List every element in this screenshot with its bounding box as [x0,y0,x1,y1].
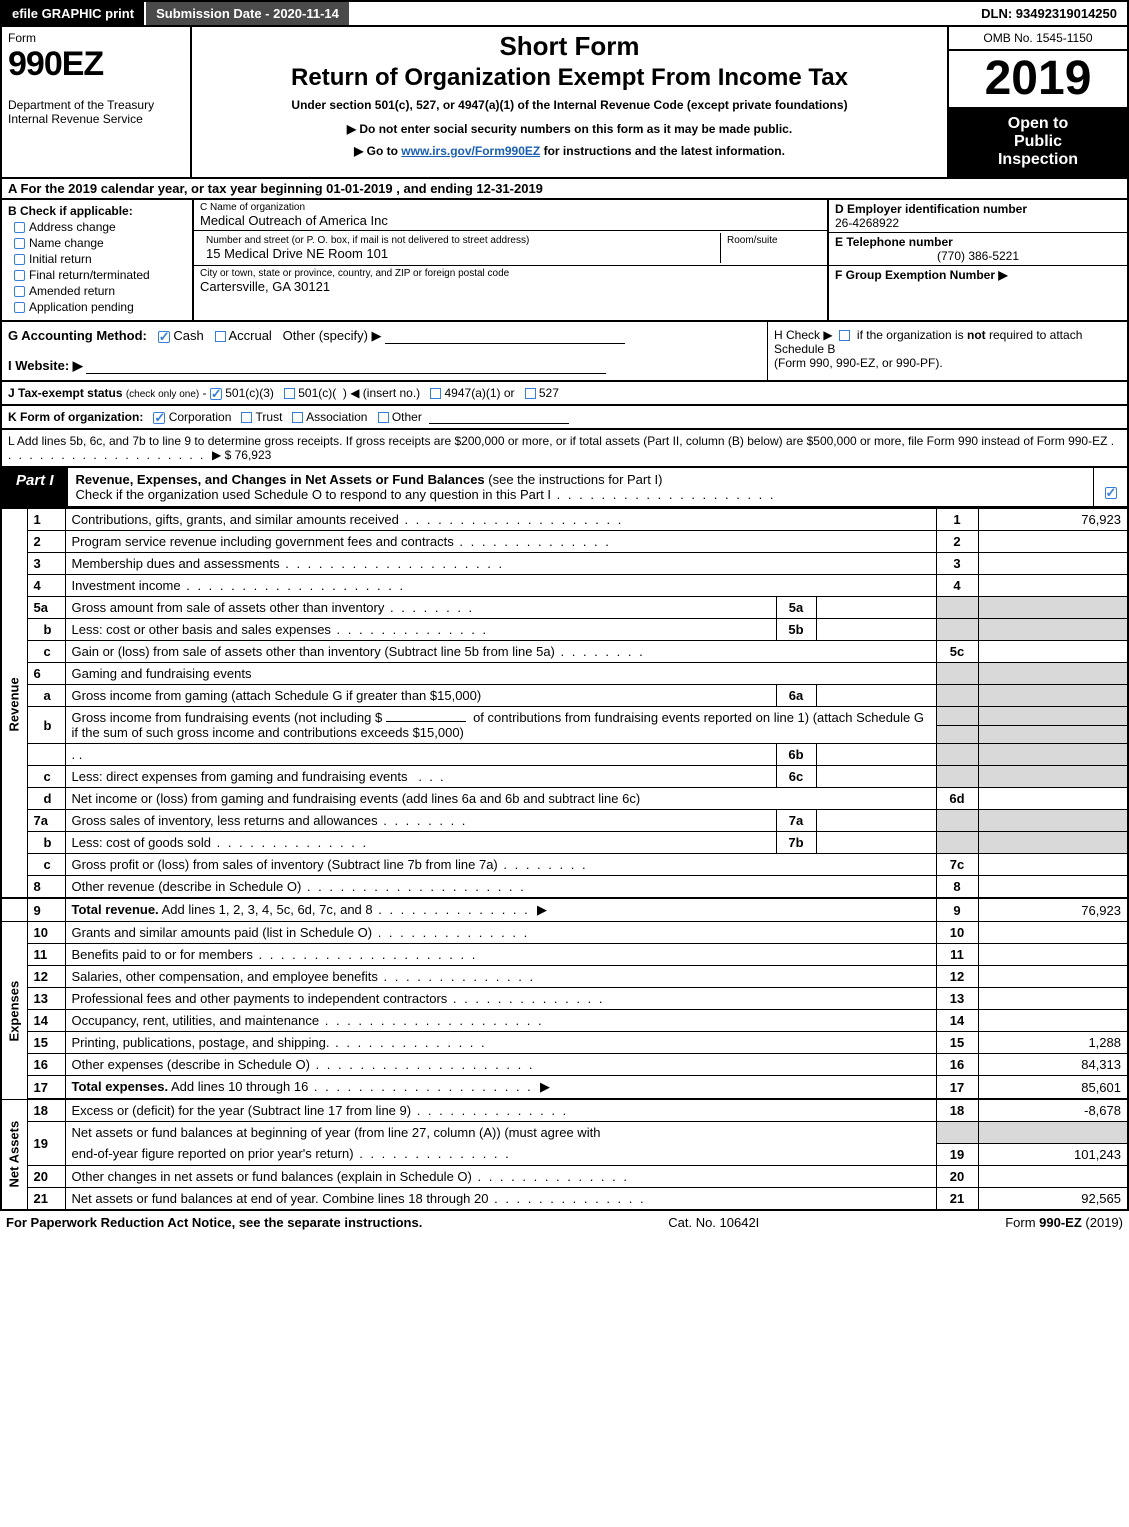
page-footer: For Paperwork Reduction Act Notice, see … [0,1211,1129,1234]
amt-line-21: 92,565 [978,1187,1128,1210]
other-specify-input[interactable] [385,330,625,344]
chk-association[interactable] [292,412,303,423]
row-l-gross-receipts: L Add lines 5b, 6c, and 7b to line 9 to … [0,430,1129,468]
chk-cash[interactable] [158,331,170,343]
under-section: Under section 501(c), 527, or 4947(a)(1)… [200,98,939,112]
chk-initial-return[interactable]: Initial return [14,252,186,266]
form-word: Form [8,31,184,45]
header-left: Form 990EZ Department of the Treasury In… [2,27,192,177]
schedule-b-check: H Check ▶ if the organization is not req… [767,322,1127,380]
col-c-org-info: C Name of organization Medical Outreach … [192,200,827,320]
no-ssn-warning: ▶ Do not enter social security numbers o… [200,122,939,136]
part-1-header: Part I Revenue, Expenses, and Changes in… [0,468,1129,508]
irs-link[interactable]: www.irs.gov/Form990EZ [401,144,540,158]
chk-527[interactable] [525,388,536,399]
ein-cell: D Employer identification number 26-4268… [829,200,1127,233]
omb-number: OMB No. 1545-1150 [949,27,1127,51]
efile-print-button[interactable]: efile GRAPHIC print [2,2,146,25]
short-form-title: Short Form [200,31,939,62]
chk-final-return[interactable]: Final return/terminated [14,268,186,282]
chk-trust[interactable] [241,412,252,423]
header-mid: Short Form Return of Organization Exempt… [192,27,947,177]
other-org-input[interactable] [429,410,569,424]
col-b-title: B Check if applicable: [8,204,186,218]
chk-accrual[interactable] [215,331,226,342]
goto-instructions: ▶ Go to www.irs.gov/Form990EZ for instru… [200,144,939,158]
amt-line-15: 1,288 [978,1032,1128,1054]
chk-name-change[interactable]: Name change [14,236,186,250]
paperwork-notice: For Paperwork Reduction Act Notice, see … [6,1215,422,1230]
open-to-public: Open to Public Inspection [949,107,1127,177]
chk-other-org[interactable] [378,412,389,423]
info-grid: B Check if applicable: Address change Na… [0,200,1129,322]
top-bar: efile GRAPHIC print Submission Date - 20… [0,0,1129,27]
chk-schedule-b[interactable] [839,330,850,341]
cat-no: Cat. No. 10642I [422,1215,1005,1230]
part-1-tag: Part I [2,468,68,506]
chk-address-change[interactable]: Address change [14,220,186,234]
phone-cell: E Telephone number (770) 386-5221 [829,233,1127,266]
group-exemption-cell: F Group Exemption Number ▶ [829,266,1127,284]
chk-501c[interactable] [284,388,295,399]
submission-date-label: Submission Date - 2020-11-14 [146,2,351,25]
website-input[interactable] [86,360,606,374]
amt-line-17: 85,601 [978,1076,1128,1100]
form-header: Form 990EZ Department of the Treasury In… [0,27,1129,179]
form-code: 990EZ [8,45,184,84]
expenses-side-label: Expenses [1,922,27,1100]
chk-4947a1[interactable] [430,388,441,399]
chk-amended-return[interactable]: Amended return [14,284,186,298]
row-a-tax-year: A For the 2019 calendar year, or tax yea… [0,179,1129,200]
netassets-side-label: Net Assets [1,1099,27,1210]
part-1-schedule-o-check[interactable] [1093,468,1127,506]
part-1-title: Revenue, Expenses, and Changes in Net As… [68,468,1093,506]
dept-irs: Internal Revenue Service [8,112,184,126]
amt-line-16: 84,313 [978,1054,1128,1076]
dept-treasury: Department of the Treasury [8,98,184,112]
street-cell: Number and street (or P. O. box, if mail… [194,231,827,266]
dln-label: DLN: 93492319014250 [971,2,1127,25]
tax-year: 2019 [949,51,1127,107]
amt-line-18: -8,678 [978,1099,1128,1122]
row-k-form-org: K Form of organization: Corporation Trus… [0,406,1129,430]
chk-corporation[interactable] [153,412,165,424]
col-b-checkboxes: B Check if applicable: Address change Na… [2,200,192,320]
row-g-h: G Accounting Method: Cash Accrual Other … [0,322,1129,382]
accounting-method: G Accounting Method: Cash Accrual Other … [2,322,767,380]
col-d-ids: D Employer identification number 26-4268… [827,200,1127,320]
revenue-side-label: Revenue [1,509,27,899]
city-cell: City or town, state or province, country… [194,266,827,296]
org-name-cell: C Name of organization Medical Outreach … [194,200,827,231]
amt-line-9: 76,923 [978,898,1128,922]
form-ref: Form 990-EZ (2019) [1005,1215,1123,1230]
amt-line-1: 76,923 [978,509,1128,531]
header-right: OMB No. 1545-1150 2019 Open to Public In… [947,27,1127,177]
row-j-tax-exempt: J Tax-exempt status (check only one) - 5… [0,382,1129,406]
return-title: Return of Organization Exempt From Incom… [200,64,939,92]
chk-501c3[interactable] [210,388,222,400]
part-1-table: Revenue 1 Contributions, gifts, grants, … [0,508,1129,1211]
amt-line-19: 101,243 [978,1143,1128,1165]
chk-application-pending[interactable]: Application pending [14,300,186,314]
